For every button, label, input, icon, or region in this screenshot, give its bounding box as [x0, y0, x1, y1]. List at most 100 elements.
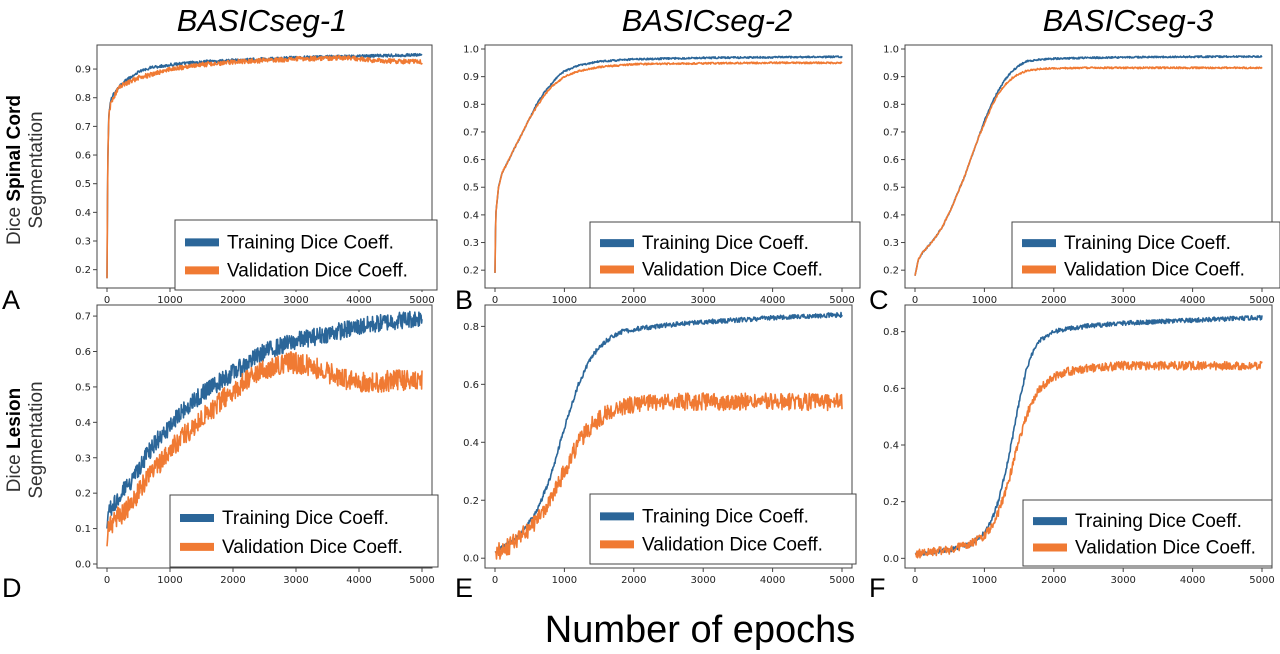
x-tick-label: 5000	[409, 575, 434, 586]
x-tick-label: 2000	[1041, 575, 1066, 586]
legend-label-training: Training Dice Coeff.	[1075, 511, 1242, 532]
y-tick-label: 0.5	[883, 183, 899, 194]
validation-dice-line	[914, 66, 1263, 276]
x-tick-label: 5000	[829, 575, 854, 586]
plot-frame	[484, 304, 853, 569]
x-tick-label: 2000	[621, 295, 646, 306]
y-tick-label: 0.6	[75, 347, 91, 358]
panel-letter-e: E	[455, 573, 473, 603]
legend-label-training: Training Dice Coeff.	[642, 233, 809, 254]
legend-box	[1022, 499, 1273, 567]
panel-letter-b: B	[455, 285, 473, 315]
panel-letter-f: F	[869, 573, 886, 603]
x-tick-label: 4000	[346, 575, 371, 586]
x-tick-label: 3000	[283, 295, 308, 306]
validation-dice-line	[914, 360, 1263, 559]
y-tick-label: 0.8	[463, 100, 479, 111]
x-tick-label: 5000	[829, 295, 854, 306]
y-tick-label: 0.8	[463, 322, 479, 333]
column-title-3: BASICseg-3	[1043, 3, 1214, 38]
y-tick-label: 0.3	[463, 238, 479, 249]
svg-text:Dice Lesion: Dice Lesion	[4, 388, 25, 493]
legend-box	[174, 219, 438, 291]
x-tick-label: 5000	[1249, 295, 1274, 306]
x-tick-label: 1000	[972, 295, 997, 306]
y-tick-label: 0.7	[883, 127, 899, 138]
legend-label-training: Training Dice Coeff.	[1064, 233, 1231, 254]
validation-dice-line	[106, 351, 423, 547]
row-label-line2: Segmentation	[26, 381, 47, 498]
y-tick-label: 0.8	[883, 100, 899, 111]
row-label-prefix: Dice	[4, 449, 25, 492]
x-tick-label: 0	[492, 575, 498, 586]
chart-panel-f: 0 1000 2000 3000 4000 5000 0.0 0.2 0.4 0.6 0.8 Trai…	[883, 304, 1275, 586]
x-tick-label: 1000	[972, 575, 997, 586]
column-title-1: BASICseg-1	[177, 3, 348, 38]
x-tick-label: 4000	[760, 295, 785, 306]
y-tick-label: 1.0	[463, 45, 479, 56]
row-label-spinal-cord: Dice Spinal Cord Segmentation	[4, 95, 47, 245]
row-label-lesion: Dice Lesion Segmentation	[4, 381, 47, 498]
legend-box	[589, 221, 861, 289]
legend-label-training: Training Dice Coeff.	[222, 508, 389, 529]
legend-label-validation: Validation Dice Coeff.	[642, 534, 823, 555]
y-tick-label: 0.2	[463, 266, 479, 277]
validation-dice-line	[106, 54, 423, 279]
x-tick-label: 4000	[1180, 295, 1205, 306]
panel-letter-d: D	[2, 573, 22, 603]
x-tick-label: 4000	[346, 295, 371, 306]
legend-box	[1011, 221, 1280, 289]
x-tick-label: 0	[104, 575, 110, 586]
y-tick-label: 0.7	[463, 127, 479, 138]
panel-letter-a: A	[2, 285, 20, 315]
validation-dice-line	[494, 392, 843, 560]
y-tick-label: 0.4	[463, 438, 479, 449]
y-tick-label: 0.2	[463, 496, 479, 507]
y-tick-label: 0.4	[75, 418, 91, 429]
chart-panel-e: 0 1000 2000 3000 4000 5000 0.0 0.2 0.4 0.6 0.8 Trai…	[463, 304, 857, 586]
y-tick-label: 0.9	[463, 72, 479, 83]
x-tick-label: 0	[912, 575, 918, 586]
training-dice-line	[106, 52, 423, 279]
chart-panel-a: 0 1000 2000 3000 4000 5000 0.2 0.3 0.4 0.5 0.6 0.7 0…	[75, 44, 438, 306]
x-tick-label: 5000	[409, 295, 434, 306]
y-tick-label: 0.6	[883, 384, 899, 395]
y-tick-label: 0.1	[75, 524, 91, 535]
x-tick-label: 1000	[552, 575, 577, 586]
y-tick-label: 0.2	[883, 266, 899, 277]
y-tick-label: 0.6	[883, 155, 899, 166]
legend-box	[169, 494, 439, 568]
column-title-2: BASICseg-2	[622, 3, 793, 38]
panel-letter-c: C	[869, 285, 889, 315]
y-tick-label: 0.0	[75, 560, 91, 571]
y-tick-label: 0.6	[463, 380, 479, 391]
x-tick-label: 1000	[157, 295, 182, 306]
row-label-prefix: Dice	[4, 202, 25, 245]
x-tick-label: 3000	[690, 295, 715, 306]
plot-frame	[96, 304, 433, 569]
y-tick-label: 0.6	[463, 155, 479, 166]
chart-panel-d: 0 1000 2000 3000 4000 5000 0.0 0.1 0.2 0.3 0.4 0.5 0…	[75, 304, 439, 586]
y-tick-label: 0.2	[75, 265, 91, 276]
y-tick-label: 0.0	[883, 554, 899, 565]
legend-box	[589, 493, 857, 565]
y-tick-label: 0.2	[883, 497, 899, 508]
x-tick-label: 1000	[157, 575, 182, 586]
y-tick-label: 0.4	[75, 208, 91, 219]
y-tick-label: 0.2	[75, 489, 91, 500]
y-tick-label: 0.3	[75, 237, 91, 248]
x-tick-label: 1000	[552, 295, 577, 306]
legend-label-validation: Validation Dice Coeff.	[1064, 260, 1245, 281]
legend-label-validation: Validation Dice Coeff.	[1075, 538, 1256, 559]
legend-label-validation: Validation Dice Coeff.	[222, 537, 403, 558]
legend-label-training: Training Dice Coeff.	[642, 506, 809, 527]
x-tick-label: 2000	[220, 295, 245, 306]
x-tick-label: 3000	[283, 575, 308, 586]
chart-panel-c: 0 1000 2000 3000 4000 5000 0.2 0.3 0.4 0.5 0.6 0.7 0…	[883, 44, 1280, 306]
row-label-line2: Segmentation	[26, 111, 47, 228]
y-tick-label: 0.3	[75, 453, 91, 464]
y-tick-label: 0.4	[463, 210, 479, 221]
x-tick-label: 0	[492, 295, 498, 306]
x-tick-label: 0	[104, 295, 110, 306]
